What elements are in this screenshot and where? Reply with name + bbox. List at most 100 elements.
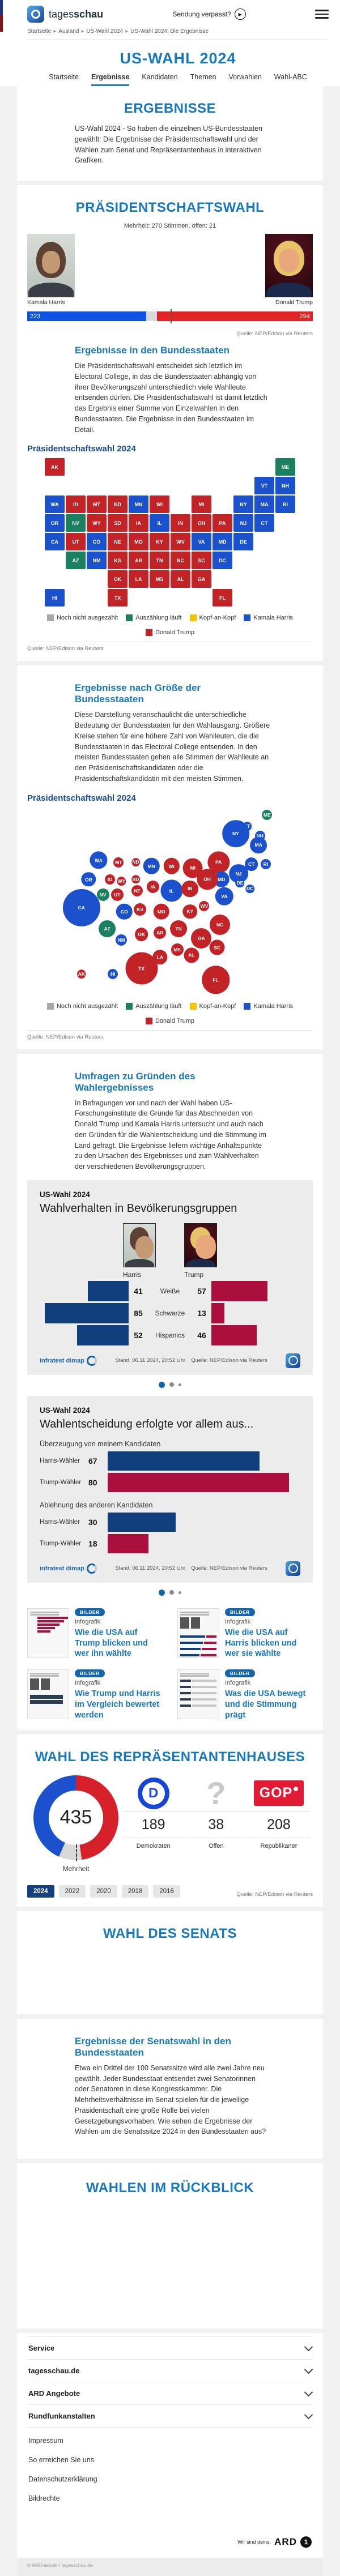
state-tile-VA[interactable]: VA: [192, 533, 211, 551]
state-tile-ME[interactable]: ME: [275, 458, 295, 476]
tab-kandidaten[interactable]: Kandidaten: [142, 73, 178, 81]
teaser-card-2[interactable]: BILDER Infografik Wie die USA auf Harris b…: [177, 1608, 313, 1660]
year-button-2020[interactable]: 2020: [90, 1885, 117, 1898]
state-tile-AZ[interactable]: AZ: [66, 552, 86, 570]
state-bubble-UT[interactable]: UT: [110, 888, 124, 901]
state-tile-OH[interactable]: OH: [192, 514, 211, 532]
year-button-2024[interactable]: 2024: [27, 1885, 54, 1898]
state-tile-WA[interactable]: WA: [45, 495, 65, 514]
state-bubble-NC[interactable]: NC: [210, 915, 231, 935]
state-bubble-WY[interactable]: WY: [117, 877, 126, 886]
state-bubble-GA[interactable]: GA: [191, 928, 212, 949]
state-bubble-SC[interactable]: SC: [209, 939, 225, 955]
teaser-card-3[interactable]: BILDER Infografik Wie Trump und Harris im …: [27, 1669, 163, 1721]
state-bubble-NE[interactable]: NE: [131, 885, 143, 896]
state-tile-MI[interactable]: MI: [192, 495, 211, 514]
state-bubble-OH[interactable]: OH: [196, 869, 218, 890]
state-bubble-WI[interactable]: WI: [163, 858, 180, 874]
teaser-title[interactable]: Wie Trump und Harris im Vergleich bewert…: [75, 1689, 160, 1720]
year-button-2016[interactable]: 2016: [153, 1885, 180, 1898]
state-tile-FL[interactable]: FL: [212, 589, 232, 607]
state-tile-CO[interactable]: CO: [87, 533, 107, 551]
state-tile-ND[interactable]: ND: [108, 495, 128, 514]
sendung-verpasst-link[interactable]: Sendung verpasst? ▶: [172, 8, 246, 20]
state-tile-MT[interactable]: MT: [87, 495, 107, 514]
state-tile-MO[interactable]: MO: [129, 533, 148, 551]
state-bubble-ME[interactable]: ME: [262, 809, 273, 820]
state-size-cartogram[interactable]: MEVTNHNYMACTRIPANJMDDEDCWAORCANVIDMTWYUT…: [27, 808, 313, 997]
carousel-dot-1[interactable]: [159, 1381, 165, 1388]
state-tile-OR[interactable]: OR: [45, 514, 65, 532]
state-tile-KS[interactable]: KS: [108, 552, 128, 570]
state-tile-OK[interactable]: OK: [108, 570, 128, 588]
state-bubble-RI[interactable]: RI: [260, 859, 271, 869]
state-tile-TN[interactable]: TN: [150, 552, 169, 570]
state-tile-SC[interactable]: SC: [192, 552, 211, 570]
carousel-dot-2[interactable]: [169, 1382, 174, 1387]
state-tile-PA[interactable]: PA: [212, 514, 232, 532]
state-bubble-KY[interactable]: KY: [182, 904, 197, 919]
teaser-card-4[interactable]: BILDER Infografik Was die USA bewegt und d…: [177, 1669, 313, 1721]
state-tile-RI[interactable]: RI: [275, 495, 295, 514]
footer-link[interactable]: Bildrechte: [28, 2494, 60, 2502]
tab-vorwahlen[interactable]: Vorwahlen: [228, 73, 262, 81]
state-bubble-CA[interactable]: CA: [62, 888, 100, 927]
state-bubble-CO[interactable]: CO: [116, 903, 133, 920]
tab-startseite[interactable]: Startseite: [49, 73, 79, 81]
play-icon[interactable]: ▶: [234, 8, 246, 20]
state-tile-WY[interactable]: WY: [87, 514, 107, 532]
state-bubble-MO[interactable]: MO: [153, 903, 170, 920]
state-tile-MD[interactable]: MD: [212, 533, 232, 551]
carousel-dot-1[interactable]: [159, 1589, 165, 1596]
state-bubble-NV[interactable]: NV: [96, 888, 109, 901]
footer-accordion-service[interactable]: Service: [27, 2336, 313, 2359]
state-tile-CA[interactable]: CA: [45, 533, 65, 551]
teaser-card-1[interactable]: BILDER Infografik Wie die USA auf Trump bl…: [27, 1608, 163, 1660]
state-tile-NM[interactable]: NM: [87, 552, 107, 570]
tab-themen[interactable]: Themen: [190, 73, 216, 81]
year-button-2022[interactable]: 2022: [58, 1885, 86, 1898]
state-tile-MA[interactable]: MA: [254, 495, 274, 514]
state-tile-IA[interactable]: IA: [129, 514, 148, 532]
state-bubble-WV[interactable]: WV: [199, 900, 210, 911]
teaser-title[interactable]: Wie die USA auf Harris blicken und wer s…: [225, 1627, 297, 1659]
state-tile-ID[interactable]: ID: [66, 495, 86, 514]
carousel-dot-3[interactable]: [178, 1383, 181, 1386]
breadcrumb-item[interactable]: Startseite: [27, 28, 52, 35]
state-tile-UT[interactable]: UT: [66, 533, 86, 551]
state-bubble-DC[interactable]: DC: [245, 884, 254, 894]
state-bubble-FL[interactable]: FL: [201, 966, 230, 994]
state-tile-KY[interactable]: KY: [150, 533, 169, 551]
state-bubble-AZ[interactable]: AZ: [99, 920, 116, 937]
state-bubble-OR[interactable]: OR: [81, 872, 96, 887]
state-tile-IN[interactable]: IN: [171, 514, 190, 532]
state-tile-NH[interactable]: NH: [275, 477, 295, 495]
footer-link[interactable]: Datenschutzerklärung: [28, 2475, 97, 2483]
state-tile-AL[interactable]: AL: [171, 570, 190, 588]
state-bubble-NM[interactable]: NM: [116, 934, 128, 946]
state-tile-DE[interactable]: DE: [233, 533, 253, 551]
breadcrumb-item[interactable]: US-Wahl 2024: Die Ergebnisse: [130, 28, 209, 35]
state-tile-NV[interactable]: NV: [66, 514, 86, 532]
year-button-2018[interactable]: 2018: [121, 1885, 149, 1898]
state-bubble-SD[interactable]: SD: [131, 875, 141, 884]
state-bubble-DE[interactable]: DE: [235, 878, 245, 888]
carousel-dot-3[interactable]: [178, 1591, 181, 1594]
state-bubble-IN[interactable]: IN: [181, 880, 199, 898]
state-winner-map[interactable]: AK ME VT NH WA ID MT ND MN WI MI NY MA RI OR NV WY SD IA IL…: [27, 458, 313, 607]
state-tile-MS[interactable]: MS: [150, 570, 169, 588]
state-bubble-MS[interactable]: MS: [171, 943, 184, 956]
state-bubble-ID[interactable]: ID: [105, 874, 116, 885]
state-bubble-WA[interactable]: WA: [90, 851, 108, 869]
teaser-title[interactable]: Wie die USA auf Trump blicken und wer ih…: [75, 1627, 148, 1659]
state-tile-IL[interactable]: IL: [150, 514, 169, 532]
state-bubble-TN[interactable]: TN: [170, 920, 188, 937]
state-bubble-AR[interactable]: AR: [154, 926, 167, 939]
breadcrumb-item[interactable]: US-Wahl 2024: [86, 28, 124, 35]
state-tile-AK[interactable]: AK: [45, 458, 65, 476]
state-tile-LA[interactable]: LA: [129, 570, 148, 588]
footer-accordion-ardangebote[interactable]: ARD Angebote: [27, 2381, 313, 2404]
state-bubble-ND[interactable]: ND: [131, 857, 141, 867]
footer-link[interactable]: So erreichen Sie uns: [28, 2455, 95, 2464]
state-bubble-AK[interactable]: AK: [76, 969, 86, 979]
